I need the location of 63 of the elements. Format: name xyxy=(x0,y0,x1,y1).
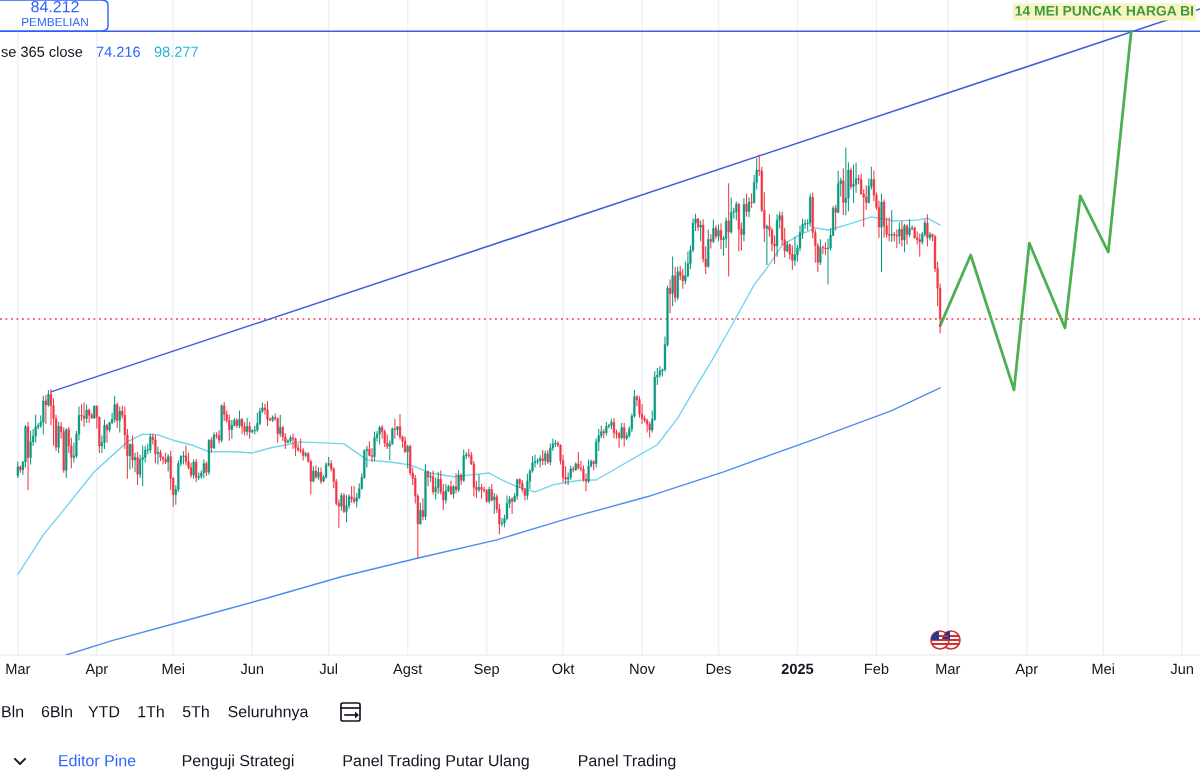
candlestick xyxy=(747,197,751,218)
text: Editor Pine xyxy=(59,754,136,767)
candlestick xyxy=(136,452,139,486)
text: Bln xyxy=(2,705,24,718)
candlestick xyxy=(131,435,134,469)
x-tick-label: Mei xyxy=(1092,663,1114,675)
candlestick xyxy=(819,239,822,265)
x-tick-label: Agst xyxy=(393,663,423,677)
candlestick xyxy=(852,164,855,204)
candlestick xyxy=(29,431,32,465)
text: PEMBELIAN xyxy=(22,17,88,27)
x-tick-label: Jun xyxy=(240,663,264,675)
text: se 365 close xyxy=(1,46,83,57)
x-tick-label: Feb xyxy=(865,663,889,675)
candlestick xyxy=(821,245,825,255)
candlestick xyxy=(373,431,376,462)
candlestick xyxy=(279,414,282,437)
x-tick-label: Okt xyxy=(552,663,575,675)
candlestick xyxy=(184,445,188,466)
candlestick xyxy=(668,279,672,314)
candlestick xyxy=(903,223,906,253)
x-tick-label: Des xyxy=(706,663,731,675)
candlestick xyxy=(276,417,279,443)
candlestick xyxy=(730,197,733,234)
candlestick xyxy=(460,473,463,486)
text: 14 MEI PUNCAK HARGA BI xyxy=(1015,5,1194,16)
candlestick xyxy=(113,395,116,423)
x-tick-label: Mei xyxy=(162,663,185,675)
x-tick-label: Nov xyxy=(630,663,655,675)
text: 5Th xyxy=(182,705,209,718)
candlestick xyxy=(421,498,425,521)
candlestick xyxy=(457,470,460,492)
x-tick-label: Mar xyxy=(6,663,31,675)
text: Seluruhnya xyxy=(228,705,309,721)
x-tick-label: 2025 xyxy=(781,663,814,675)
candlestick xyxy=(750,193,753,208)
candlestick xyxy=(824,242,827,255)
candlestick xyxy=(681,268,684,289)
candlestick xyxy=(765,224,768,265)
text: YTD xyxy=(88,706,120,718)
text: 84.212 xyxy=(31,0,79,13)
x-tick-label: Apr xyxy=(85,663,108,677)
text: Penguji Strategi xyxy=(182,754,294,770)
candlestick xyxy=(898,222,901,245)
candlestick xyxy=(266,401,269,426)
text: 6Bln xyxy=(41,705,72,718)
text: 1Th xyxy=(138,705,164,718)
candlestick xyxy=(419,502,422,525)
x-tick-label: Mar xyxy=(936,663,961,675)
candlestick xyxy=(727,183,730,277)
candlestick xyxy=(154,434,157,464)
text: Panel Trading xyxy=(579,754,676,770)
x-tick-label: Jun xyxy=(1170,663,1193,675)
candlestick xyxy=(406,444,409,469)
text: 74.216 xyxy=(96,46,140,57)
candlestick xyxy=(103,419,106,449)
candlestick xyxy=(834,204,837,231)
x-tick-label: Jul xyxy=(319,663,338,675)
text: Panel Trading Putar Ulang xyxy=(343,754,529,770)
candlestick xyxy=(844,147,847,216)
text: 98.277 xyxy=(154,46,198,57)
x-tick-label: Apr xyxy=(1015,663,1038,677)
x-tick-label: Sep xyxy=(474,663,499,677)
